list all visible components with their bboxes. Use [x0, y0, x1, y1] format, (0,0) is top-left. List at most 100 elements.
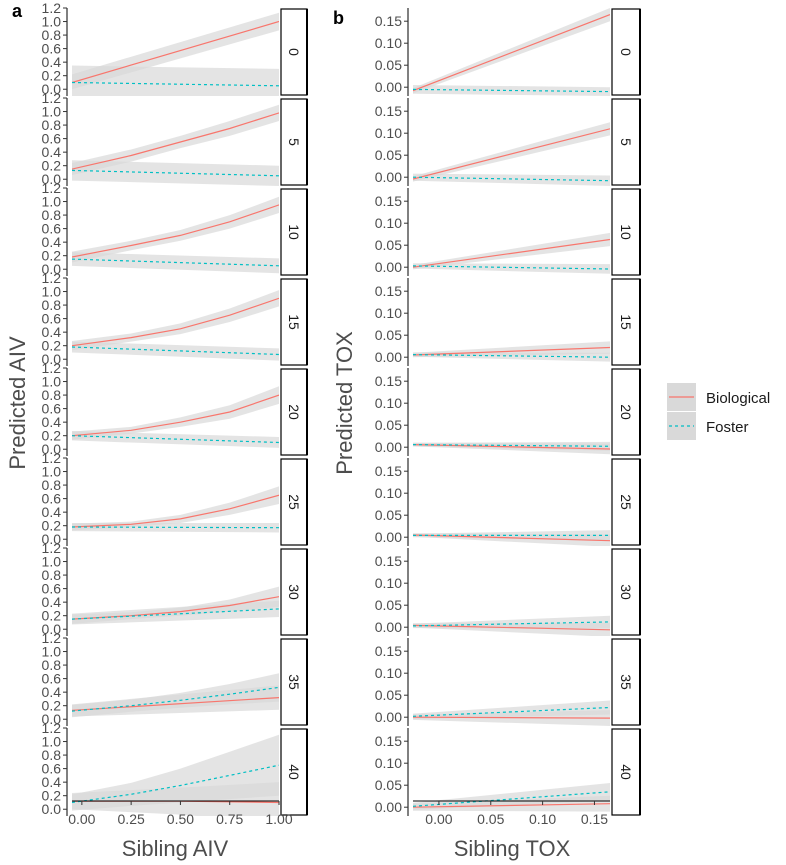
- y-tick-label: 0.4: [42, 234, 62, 250]
- y-tick-label: 0.00: [375, 79, 402, 95]
- series-line-biological: [72, 394, 279, 437]
- y-tick-label: 1.2: [42, 90, 62, 106]
- facet-strip-label: 0: [286, 48, 302, 56]
- facet-strip: [611, 548, 641, 636]
- y-tick-label: 0.0: [42, 351, 62, 367]
- y-tick-label: 0.4: [42, 774, 62, 790]
- confidence-ribbon-foster: [72, 673, 279, 718]
- y-tick-label: 0.0: [42, 171, 62, 187]
- series-line-biological: [72, 297, 279, 347]
- facet-strip-label: 20: [286, 404, 302, 420]
- x-axis-title: Sibling TOX: [454, 836, 571, 861]
- y-tick-label: 1.0: [42, 374, 62, 390]
- facet-strip: [280, 188, 308, 276]
- series-line-foster: [413, 354, 610, 358]
- y-tick-label: 1.0: [42, 554, 62, 570]
- y-tick-label: 0.4: [42, 414, 62, 430]
- facet-strip-label: 40: [618, 764, 634, 780]
- series-line-foster: [72, 258, 279, 267]
- series-line-biological: [413, 14, 610, 92]
- y-tick-label: 0.2: [42, 158, 62, 174]
- y-tick-label: 0.6: [42, 491, 62, 507]
- y-tick-label: 1.2: [42, 180, 62, 196]
- x-tick-label: 1.00: [265, 811, 292, 827]
- facet-strip-label: 20: [618, 404, 634, 420]
- confidence-ribbon-biological: [413, 8, 610, 94]
- facet-plot-area: [72, 12, 279, 96]
- y-tick-label: 1.2: [42, 0, 62, 16]
- y-tick-label: 0.0: [42, 621, 62, 637]
- facet-strip: [280, 638, 308, 726]
- facet-strip-label: 0: [618, 48, 634, 56]
- facet-b-35: 0.00 0.05 0.10 0.15 35: [375, 638, 641, 726]
- legend-label: Foster: [706, 419, 749, 436]
- y-tick-label: 0.4: [42, 144, 62, 160]
- y-tick-label: 1.0: [42, 284, 62, 300]
- y-tick-label: 1.2: [42, 720, 62, 736]
- series-line-biological: [413, 803, 610, 808]
- y-tick-label: 0.8: [42, 477, 62, 493]
- y-tick-label: 1.0: [42, 464, 62, 480]
- y-tick-label: 0.2: [42, 68, 62, 84]
- y-tick-label: 0.15: [375, 463, 402, 479]
- y-tick-label: 0.2: [42, 608, 62, 624]
- y-tick-label: 0.8: [42, 297, 62, 313]
- y-tick-label: 0.15: [375, 553, 402, 569]
- x-tick-label: 0.05: [477, 811, 504, 827]
- panel-tag-a: a: [12, 1, 23, 21]
- series-line-foster: [413, 791, 610, 807]
- y-tick-label: 1.2: [42, 630, 62, 646]
- y-tick-label: 0.15: [375, 643, 402, 659]
- y-tick-label: 0.10: [375, 665, 402, 681]
- series-line-biological: [72, 697, 279, 711]
- facet-plot-area: [72, 290, 279, 361]
- y-tick-label: 0.00: [375, 169, 402, 185]
- facet-strip-label: 5: [618, 138, 634, 146]
- y-tick-label: 0.15: [375, 103, 402, 119]
- y-tick-label: 1.0: [42, 644, 62, 660]
- y-tick-label: 0.05: [375, 147, 402, 163]
- facet-strip: [611, 368, 641, 456]
- y-tick-label: 0.05: [375, 417, 402, 433]
- series-line-foster: [413, 444, 610, 447]
- facet-strip: [611, 278, 641, 366]
- y-tick-label: 0.15: [375, 193, 402, 209]
- y-tick-label: 0.0: [42, 531, 62, 547]
- series-line-biological: [413, 346, 610, 356]
- y-tick-label: 1.0: [42, 734, 62, 750]
- legend-entry-foster: Foster: [667, 412, 749, 440]
- x-axis-title: Sibling AIV: [122, 836, 229, 861]
- y-tick-label: 0.05: [375, 687, 402, 703]
- x-tick-label: 0.00: [425, 811, 452, 827]
- facet-plot-area: [72, 673, 279, 718]
- series-line-foster: [413, 176, 610, 182]
- y-tick-label: 0.6: [42, 221, 62, 237]
- facet-strip: [611, 8, 641, 96]
- series-line-biological: [413, 238, 610, 268]
- x-tick-label: 0.15: [581, 811, 608, 827]
- facet-plot-area: [413, 783, 610, 812]
- facet-b-15: 0.00 0.05 0.10 0.15 15: [375, 278, 641, 366]
- y-tick-label: 0.8: [42, 567, 62, 583]
- facet-a-10: 0.00.20.40.60.81.01.2 10: [42, 180, 308, 277]
- y-tick-label: 0.05: [375, 777, 402, 793]
- series-line-biological: [413, 128, 610, 180]
- facet-a-5: 0.00.20.40.60.81.01.2 5: [42, 90, 308, 187]
- facet-strip-label: 35: [618, 674, 634, 690]
- facet-b-10: 0.00 0.05 0.10 0.15 10: [375, 188, 641, 276]
- facet-a-0: 0.00.20.40.60.81.01.2 0: [42, 0, 308, 97]
- panel-a: a0.00.20.40.60.81.01.200.00.20.40.60.81.…: [5, 0, 308, 861]
- y-tick-label: 1.0: [42, 104, 62, 120]
- facet-strip-label: 5: [286, 138, 302, 146]
- y-tick-label: 0.10: [375, 575, 402, 591]
- confidence-ribbon-foster: [72, 65, 279, 96]
- y-tick-label: 0.00: [375, 709, 402, 725]
- series-line-foster: [413, 706, 610, 717]
- facet-strip: [611, 98, 641, 186]
- x-tick-label: 0.25: [118, 811, 145, 827]
- y-tick-label: 0.10: [375, 755, 402, 771]
- panel-b: b0.000.050.100.1500.000.050.100.1550.000…: [332, 8, 641, 861]
- y-tick-label: 0.00: [375, 439, 402, 455]
- y-tick-label: 1.2: [42, 360, 62, 376]
- series-line-foster: [72, 435, 279, 444]
